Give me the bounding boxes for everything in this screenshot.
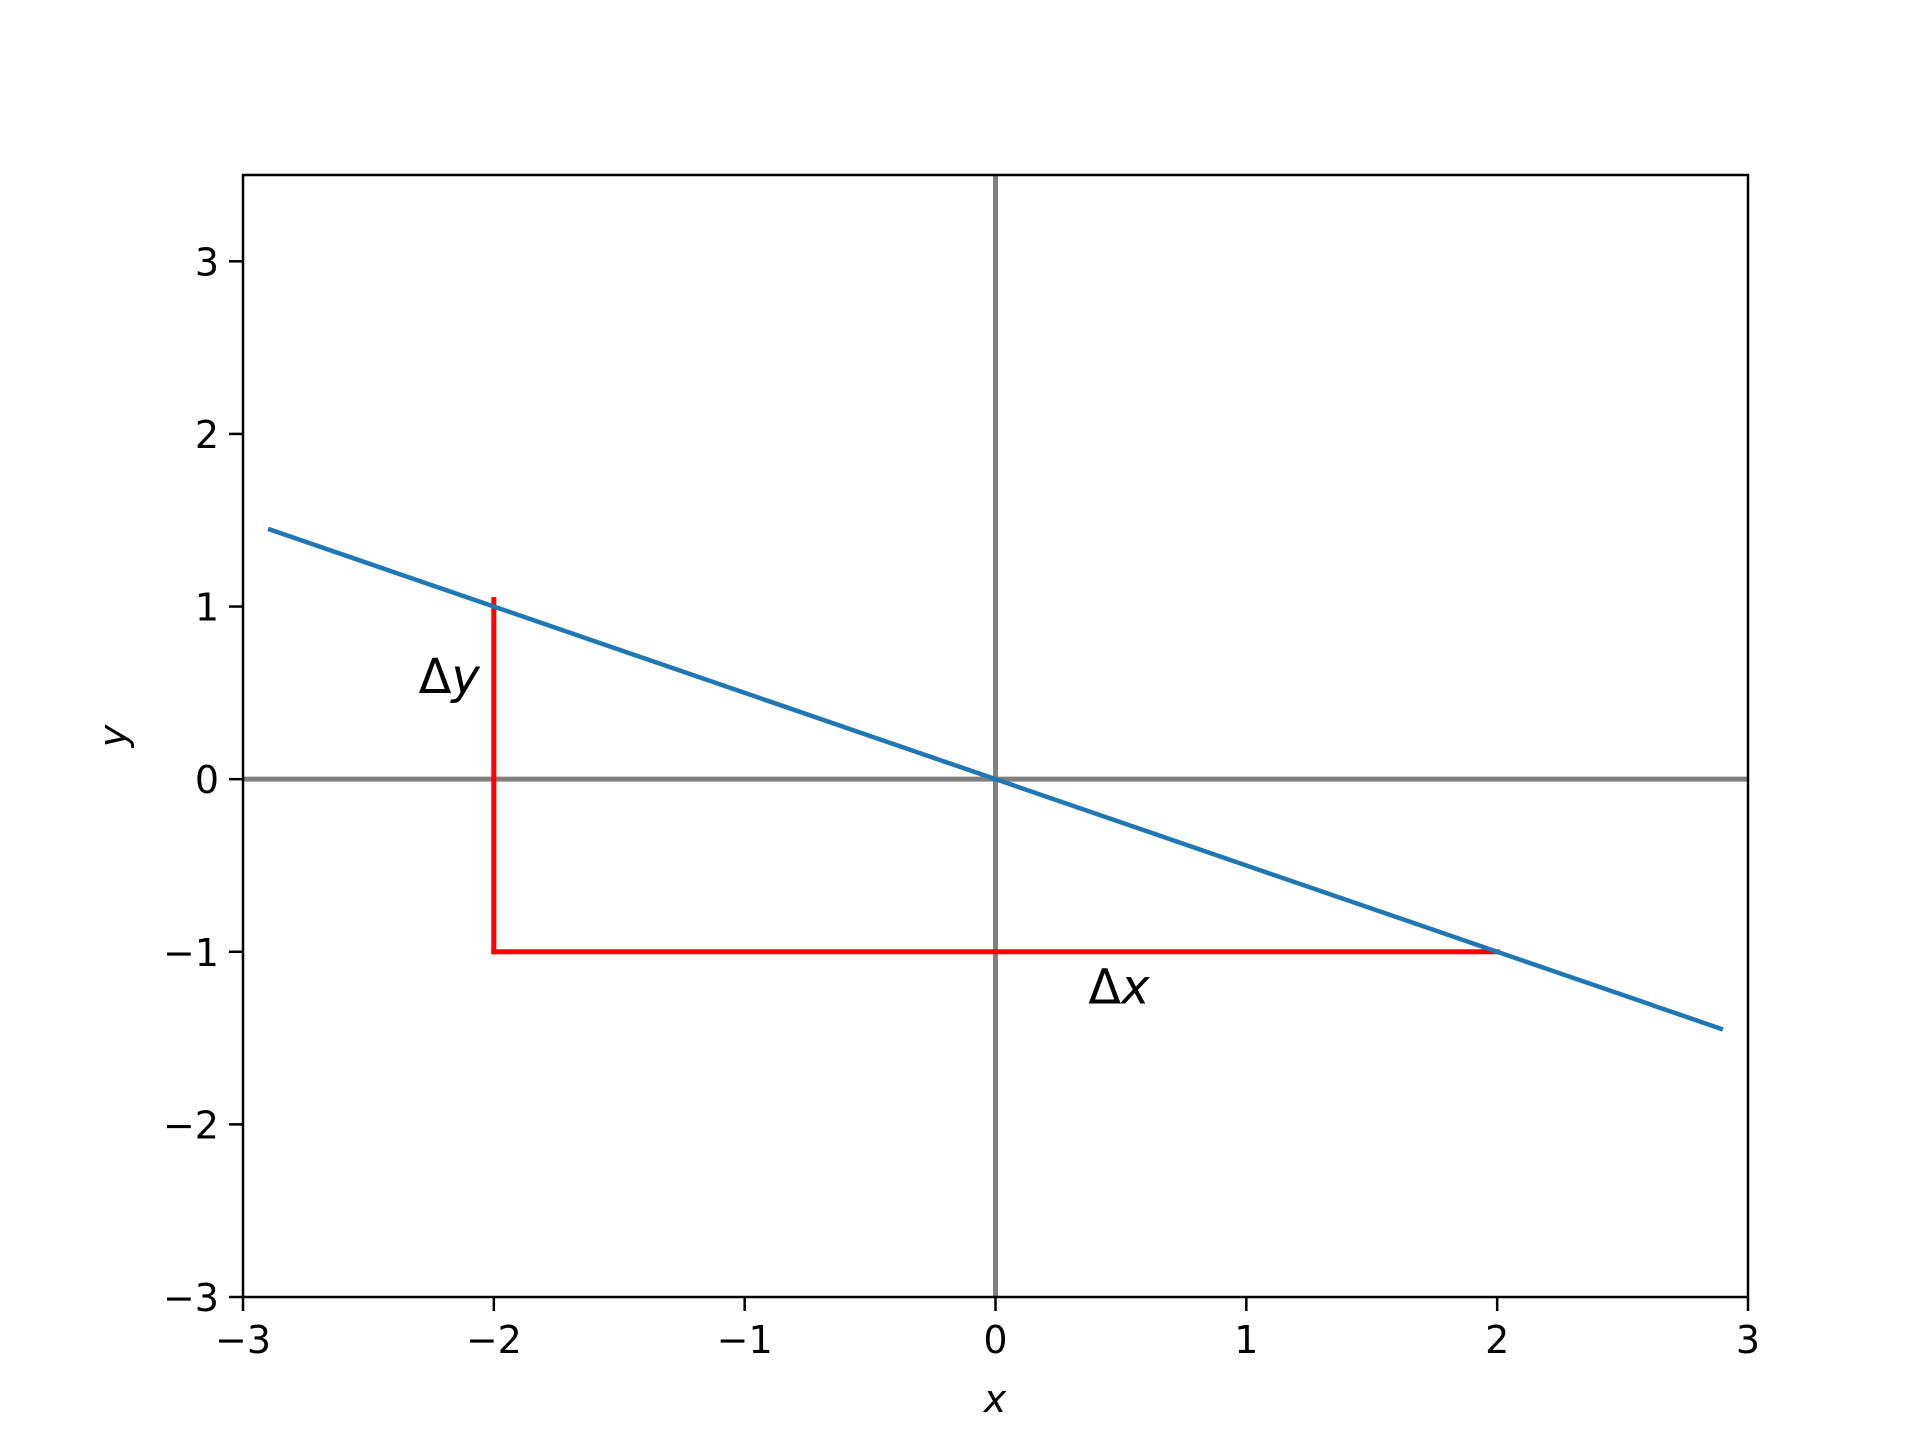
x-tick-label: 1	[1234, 1318, 1258, 1362]
x-axis-label: x	[983, 1377, 1007, 1421]
x-tick-label: 2	[1485, 1318, 1509, 1362]
y-tick-label: −1	[163, 931, 219, 975]
y-tick-label: 0	[195, 758, 219, 802]
x-tick-label: −1	[717, 1318, 773, 1362]
y-axis-label: y	[91, 724, 135, 748]
y-tick-label: 1	[195, 586, 219, 630]
y-tick-label: −2	[163, 1103, 219, 1147]
y-tick-label: −3	[163, 1276, 219, 1320]
plot-area: Δy Δx	[243, 175, 1748, 1297]
delta-y-label: Δy	[419, 649, 481, 705]
x-tick-label: −2	[466, 1318, 522, 1362]
x-tick-label: −3	[215, 1318, 271, 1362]
y-tick-label: 2	[195, 413, 219, 457]
series-line-0	[267, 526, 1724, 1032]
x-tick-label: 3	[1736, 1318, 1760, 1362]
y-tick-label: 3	[195, 240, 219, 284]
delta-x-label: Δx	[1088, 960, 1150, 1016]
x-tick-label: 0	[983, 1318, 1007, 1362]
ticks: −3 −2 −1 0 1 2 3 −3 −2 −1 0 1 2 3	[163, 240, 1760, 1362]
